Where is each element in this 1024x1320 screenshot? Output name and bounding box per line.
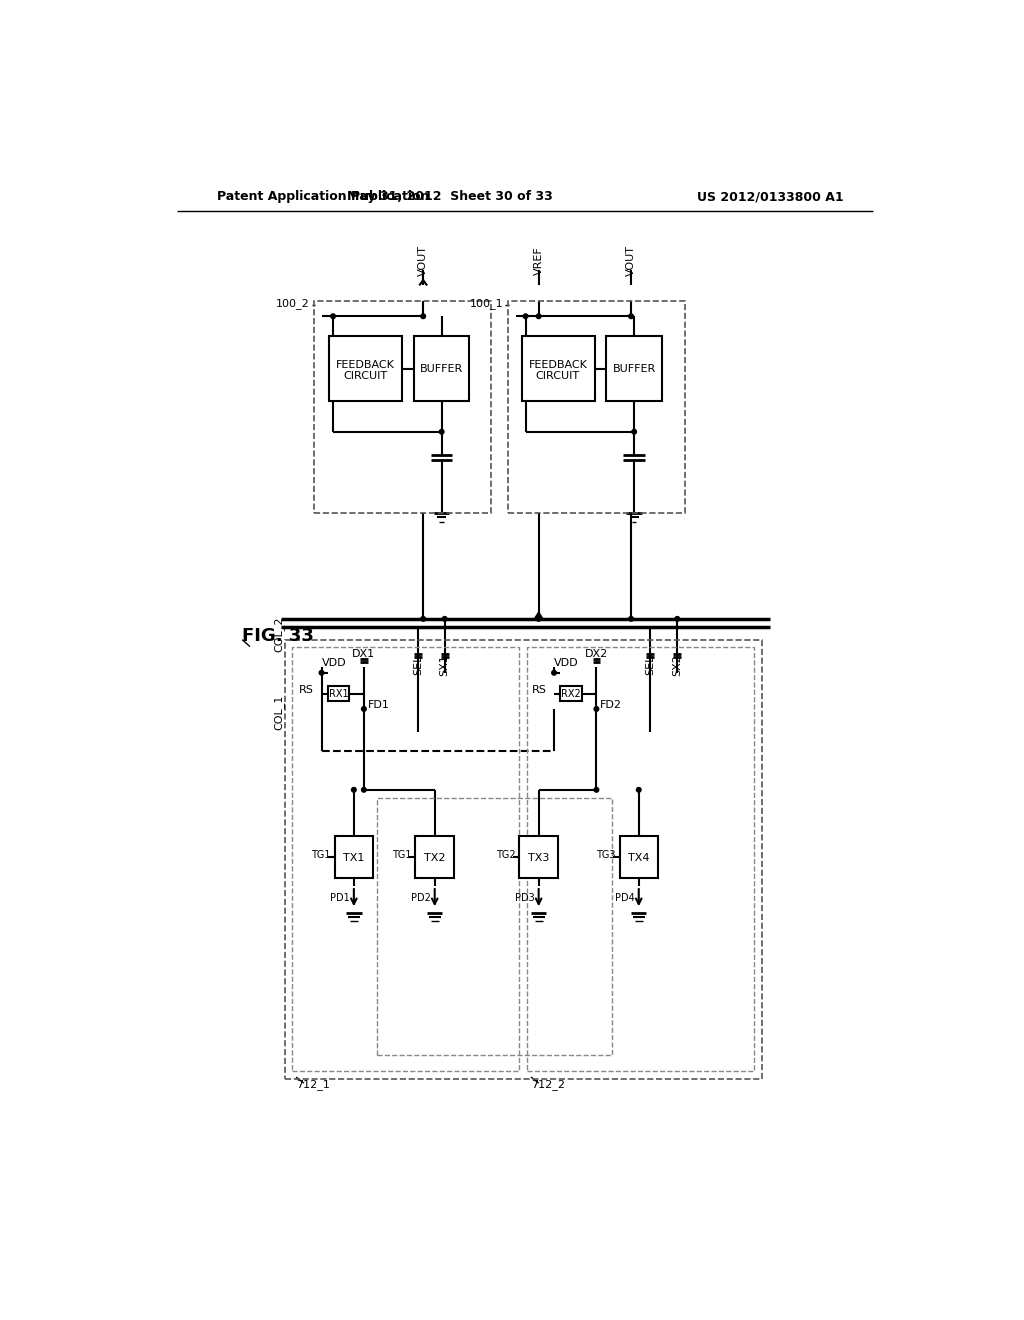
Text: PD2: PD2	[411, 892, 431, 903]
Text: SX2: SX2	[673, 655, 682, 676]
Text: CIRCUIT: CIRCUIT	[343, 371, 387, 380]
Text: VDD: VDD	[554, 657, 579, 668]
Circle shape	[361, 788, 367, 792]
Bar	[521, 335, 595, 401]
Circle shape	[319, 671, 324, 675]
Bar	[606, 335, 662, 401]
Circle shape	[537, 314, 541, 318]
Bar	[377, 797, 611, 1056]
Bar	[330, 335, 402, 401]
Text: CIRCUIT: CIRCUIT	[536, 371, 580, 380]
Text: RX2: RX2	[561, 689, 581, 698]
Text: TX3: TX3	[528, 853, 549, 862]
Text: DX2: DX2	[585, 649, 608, 659]
Text: FIG. 33: FIG. 33	[243, 627, 314, 644]
Text: BUFFER: BUFFER	[612, 363, 655, 374]
Text: 100_1: 100_1	[470, 298, 503, 309]
Text: DX1: DX1	[352, 649, 376, 659]
Circle shape	[629, 314, 634, 318]
Bar	[519, 836, 558, 878]
Circle shape	[361, 706, 367, 711]
Circle shape	[351, 788, 356, 792]
Text: FEEDBACK: FEEDBACK	[336, 360, 395, 370]
Text: FEEDBACK: FEEDBACK	[528, 360, 588, 370]
Circle shape	[594, 706, 599, 711]
Bar	[328, 686, 349, 701]
Text: TX2: TX2	[424, 853, 445, 862]
Circle shape	[421, 314, 425, 318]
Text: Patent Application Publication: Patent Application Publication	[217, 190, 429, 203]
Text: TG1: TG1	[392, 850, 412, 861]
Circle shape	[637, 788, 641, 792]
Text: BUFFER: BUFFER	[420, 363, 463, 374]
Bar	[620, 836, 658, 878]
Circle shape	[594, 788, 599, 792]
Circle shape	[675, 616, 680, 622]
Bar	[285, 640, 762, 1078]
Bar	[416, 836, 454, 878]
Circle shape	[421, 616, 425, 622]
Text: SEL: SEL	[645, 655, 655, 676]
Text: May 31, 2012  Sheet 30 of 33: May 31, 2012 Sheet 30 of 33	[347, 190, 553, 203]
Text: COL_2: COL_2	[273, 616, 284, 652]
Circle shape	[523, 314, 528, 318]
Text: TG2: TG2	[496, 850, 515, 861]
Text: TX4: TX4	[628, 853, 649, 862]
Text: RX1: RX1	[329, 689, 348, 698]
Text: 712_2: 712_2	[531, 1080, 565, 1090]
Text: 100_2: 100_2	[276, 298, 310, 309]
Text: US 2012/0133800 A1: US 2012/0133800 A1	[696, 190, 843, 203]
Text: FD1: FD1	[368, 700, 389, 710]
Bar	[313, 301, 490, 512]
Text: 712_1: 712_1	[296, 1080, 330, 1090]
Text: FD2: FD2	[600, 700, 623, 710]
Text: VOUT: VOUT	[418, 246, 428, 276]
Text: TG1: TG1	[311, 850, 331, 861]
Bar	[335, 836, 373, 878]
Circle shape	[632, 429, 637, 434]
Text: TG3: TG3	[596, 850, 615, 861]
Circle shape	[331, 314, 336, 318]
Text: RS: RS	[299, 685, 313, 694]
Bar	[508, 301, 685, 512]
Text: SX1: SX1	[439, 655, 450, 676]
Text: VREF: VREF	[534, 247, 544, 275]
Text: SEL: SEL	[413, 655, 423, 676]
Text: COL_1: COL_1	[273, 696, 284, 730]
Bar	[527, 647, 755, 1071]
Circle shape	[552, 671, 556, 675]
Text: PD3: PD3	[515, 892, 535, 903]
Circle shape	[442, 616, 447, 622]
Text: VDD: VDD	[322, 657, 346, 668]
Bar	[292, 647, 519, 1071]
Circle shape	[629, 616, 634, 622]
Bar	[414, 335, 469, 401]
Circle shape	[537, 616, 541, 622]
Text: VOUT: VOUT	[626, 246, 636, 276]
Bar	[560, 686, 582, 701]
Circle shape	[439, 429, 444, 434]
Text: RS: RS	[531, 685, 547, 694]
Text: PD4: PD4	[615, 892, 635, 903]
Text: PD1: PD1	[331, 892, 350, 903]
Text: TX1: TX1	[343, 853, 365, 862]
